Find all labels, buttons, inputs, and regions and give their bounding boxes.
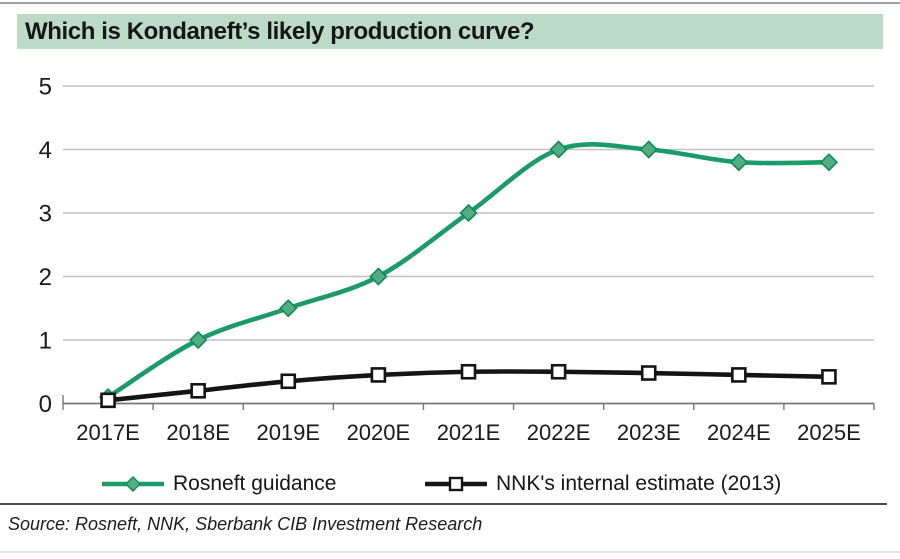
legend-label: Rosneft guidance <box>173 472 337 495</box>
x-axis-tick-label: 2022E <box>527 420 591 445</box>
legend-square-marker-icon <box>425 476 487 492</box>
y-axis-tick-label: 4 <box>39 137 52 164</box>
y-axis-tick-label: 5 <box>39 74 52 101</box>
legend-item-1: NNK's internal estimate (2013) <box>423 466 781 502</box>
y-axis-tick-label: 3 <box>39 201 52 228</box>
top-rule <box>0 2 900 4</box>
x-axis-tick-label: 2025E <box>797 420 861 445</box>
x-axis-tick-label: 2019E <box>256 420 320 445</box>
data-point-marker-square <box>821 369 837 385</box>
chart-title: Which is Kondaneft’s likely production c… <box>25 17 535 45</box>
data-point-marker-diamond <box>639 140 658 159</box>
data-point-marker-square <box>640 365 657 381</box>
y-axis-tick-label: 0 <box>39 391 52 418</box>
legend-diamond-marker-icon <box>102 476 164 492</box>
series-nnk-s-internal-estimate-2013 <box>100 363 837 409</box>
data-point-marker-diamond <box>369 267 388 286</box>
legend-label: NNK's internal estimate (2013) <box>496 472 782 495</box>
data-point-marker-square <box>550 363 567 380</box>
y-axis-tick-label: 1 <box>39 328 52 355</box>
data-point-marker-square <box>190 382 206 399</box>
x-axis-tick-label: 2018E <box>166 420 230 445</box>
y-axis-tick-label: 2 <box>39 264 52 291</box>
chart-canvas: 0 1 2 3 4 5 2017E 2018E 2019E 2020E 2021E 2022E 2023… <box>39 74 875 445</box>
data-point-marker-square <box>731 367 747 383</box>
source-note: Source: Rosneft, NNK, Sberbank CIB Inves… <box>8 514 483 534</box>
x-axis-tick-label: 2017E <box>76 420 140 445</box>
title-banner: Which is Kondaneft’s likely production c… <box>17 14 883 49</box>
data-point-marker-square <box>100 392 116 409</box>
series-line-rosneft-guidance <box>105 142 832 400</box>
legend-item-0: Rosneft guidance <box>100 466 336 502</box>
data-point-marker-diamond <box>459 203 478 223</box>
data-point-marker-diamond <box>729 153 748 172</box>
x-axis-tick-label: 2024E <box>707 420 771 445</box>
x-axis-tick-label: 2023E <box>617 420 681 445</box>
x-axis-tick-label: 2021E <box>437 420 501 445</box>
data-point-marker-square <box>370 367 387 383</box>
x-axis-tick-label: 2020E <box>347 420 411 445</box>
separator-rule <box>0 503 887 505</box>
data-point-marker-diamond <box>189 330 208 350</box>
series-rosneft-guidance <box>98 140 839 407</box>
data-point-marker-square <box>460 363 477 380</box>
data-point-marker-diamond <box>279 299 298 318</box>
data-point-marker-diamond <box>549 140 568 159</box>
bottom-rule <box>0 551 900 553</box>
chart-legend: Rosneft guidance NNK's internal estimate … <box>0 466 900 502</box>
data-point-marker-square <box>280 373 297 390</box>
data-point-marker-diamond <box>819 153 839 172</box>
